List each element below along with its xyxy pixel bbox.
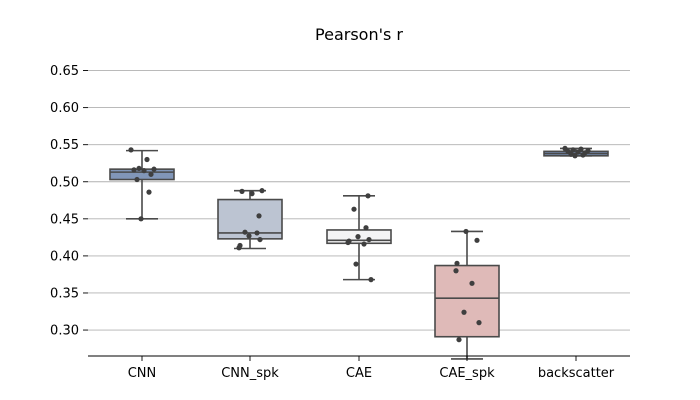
y-tick-label: 0.45 <box>50 212 79 227</box>
data-point <box>580 152 586 158</box>
data-point <box>249 191 255 197</box>
points-CAE_spk <box>453 228 482 343</box>
data-point <box>469 280 475 286</box>
data-point <box>141 168 147 174</box>
data-point <box>575 149 581 155</box>
data-point <box>256 213 262 219</box>
data-point <box>363 225 369 231</box>
data-point <box>128 147 134 153</box>
data-point <box>568 151 574 157</box>
data-point <box>368 277 374 283</box>
data-point <box>351 206 357 212</box>
data-point <box>259 188 265 194</box>
y-tick-label: 0.40 <box>50 249 79 264</box>
data-point <box>461 309 467 315</box>
data-point <box>246 233 252 239</box>
data-point <box>476 320 482 326</box>
x-tick-label: CAE <box>346 366 372 381</box>
box-CAE_spk <box>434 230 500 360</box>
y-tick-label: 0.35 <box>50 286 79 301</box>
y-tick-label: 0.55 <box>50 138 79 153</box>
data-point <box>453 268 459 274</box>
x-tick-label: CNN_spk <box>221 366 279 381</box>
data-point <box>365 193 371 199</box>
x-axis: CNN CNN_spk CAE CAE_spk backscatter <box>88 355 630 381</box>
data-point <box>463 228 469 235</box>
data-point <box>366 236 372 243</box>
data-point <box>355 234 361 240</box>
y-tick-label: 0.65 <box>50 64 79 79</box>
data-point <box>345 239 351 246</box>
data-point <box>257 236 263 243</box>
data-point <box>474 237 480 243</box>
data-point <box>254 230 260 236</box>
x-tick-label: CNN <box>128 366 157 381</box>
points-CAE <box>345 193 374 283</box>
y-tick-label: 0.50 <box>50 175 79 190</box>
data-point <box>353 261 359 267</box>
points-backscatter <box>562 145 591 159</box>
data-point <box>456 337 462 343</box>
data-point <box>572 153 578 159</box>
data-point <box>134 176 140 183</box>
data-point <box>144 156 150 163</box>
data-point <box>239 188 245 194</box>
x-tick-label: CAE_spk <box>439 366 495 381</box>
boxes <box>109 147 609 360</box>
data-point <box>136 165 142 172</box>
iqr-box <box>434 264 500 338</box>
data-point <box>138 216 144 222</box>
data-point <box>361 241 367 247</box>
data-point <box>236 245 242 251</box>
data-point <box>570 147 576 153</box>
x-tick-label: backscatter <box>538 366 615 381</box>
y-tick-label: 0.60 <box>50 101 79 116</box>
y-tick-label: 0.30 <box>50 324 79 339</box>
chart-title: Pearson's r <box>315 25 403 44</box>
box-CNN_spk <box>217 189 283 250</box>
data-point <box>146 189 152 195</box>
data-point <box>131 167 137 173</box>
data-points <box>128 145 591 343</box>
points-CNN_spk <box>236 188 265 251</box>
data-point <box>151 166 157 172</box>
points-CNN <box>128 147 157 222</box>
y-axis-ticks: 0.30 0.35 0.40 0.45 0.50 0.55 0.60 0.65 <box>50 64 88 339</box>
data-point <box>454 260 460 266</box>
data-point <box>242 229 248 235</box>
data-point <box>148 171 154 177</box>
box-CNN <box>109 149 175 220</box>
